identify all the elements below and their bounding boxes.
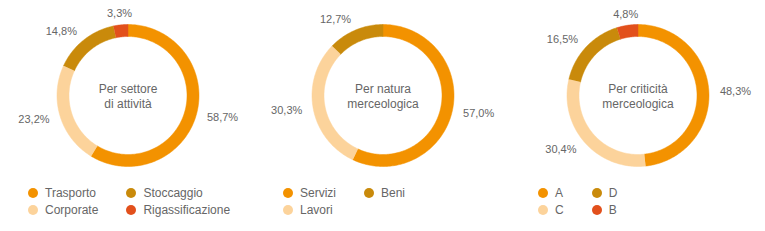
html-text:Trasporto: Trasporto xyxy=(45,186,96,200)
html-text:B: B xyxy=(608,203,617,217)
html-text:D: D xyxy=(608,186,618,200)
html-text:Corporate: Corporate xyxy=(45,203,99,217)
svg-text:Per naturamerceologica: Per naturamerceologica xyxy=(347,82,419,112)
svg-text:4,8%: 4,8% xyxy=(613,8,638,20)
svg-text:16,5%: 16,5% xyxy=(547,33,578,45)
html-text:Stoccaggio: Stoccaggio xyxy=(143,186,203,200)
svg-text:48,3%: 48,3% xyxy=(720,85,751,97)
html-text:Servizi: Servizi xyxy=(300,186,336,200)
html-text:A: A xyxy=(555,186,563,200)
svg-text:23,2%: 23,2% xyxy=(18,113,49,125)
html-text:Lavori: Lavori xyxy=(300,203,333,217)
svg-text:Per settoredi attività: Per settoredi attività xyxy=(99,82,158,112)
svg-text:57,0%: 57,0% xyxy=(463,107,494,119)
svg-text:12,7%: 12,7% xyxy=(320,13,351,25)
html-text:C: C xyxy=(555,203,564,217)
svg-text:58,7%: 58,7% xyxy=(207,111,238,123)
svg-text:14,8%: 14,8% xyxy=(46,25,77,37)
svg-text:3,3%: 3,3% xyxy=(107,7,132,19)
html-text:Beni: Beni xyxy=(381,186,405,200)
html-text:Rigassificazione: Rigassificazione xyxy=(143,203,231,217)
svg-text:Per criticitàmerceologica: Per criticitàmerceologica xyxy=(602,82,674,112)
svg-text:30,4%: 30,4% xyxy=(545,143,576,155)
svg-text:30,3%: 30,3% xyxy=(271,104,302,116)
